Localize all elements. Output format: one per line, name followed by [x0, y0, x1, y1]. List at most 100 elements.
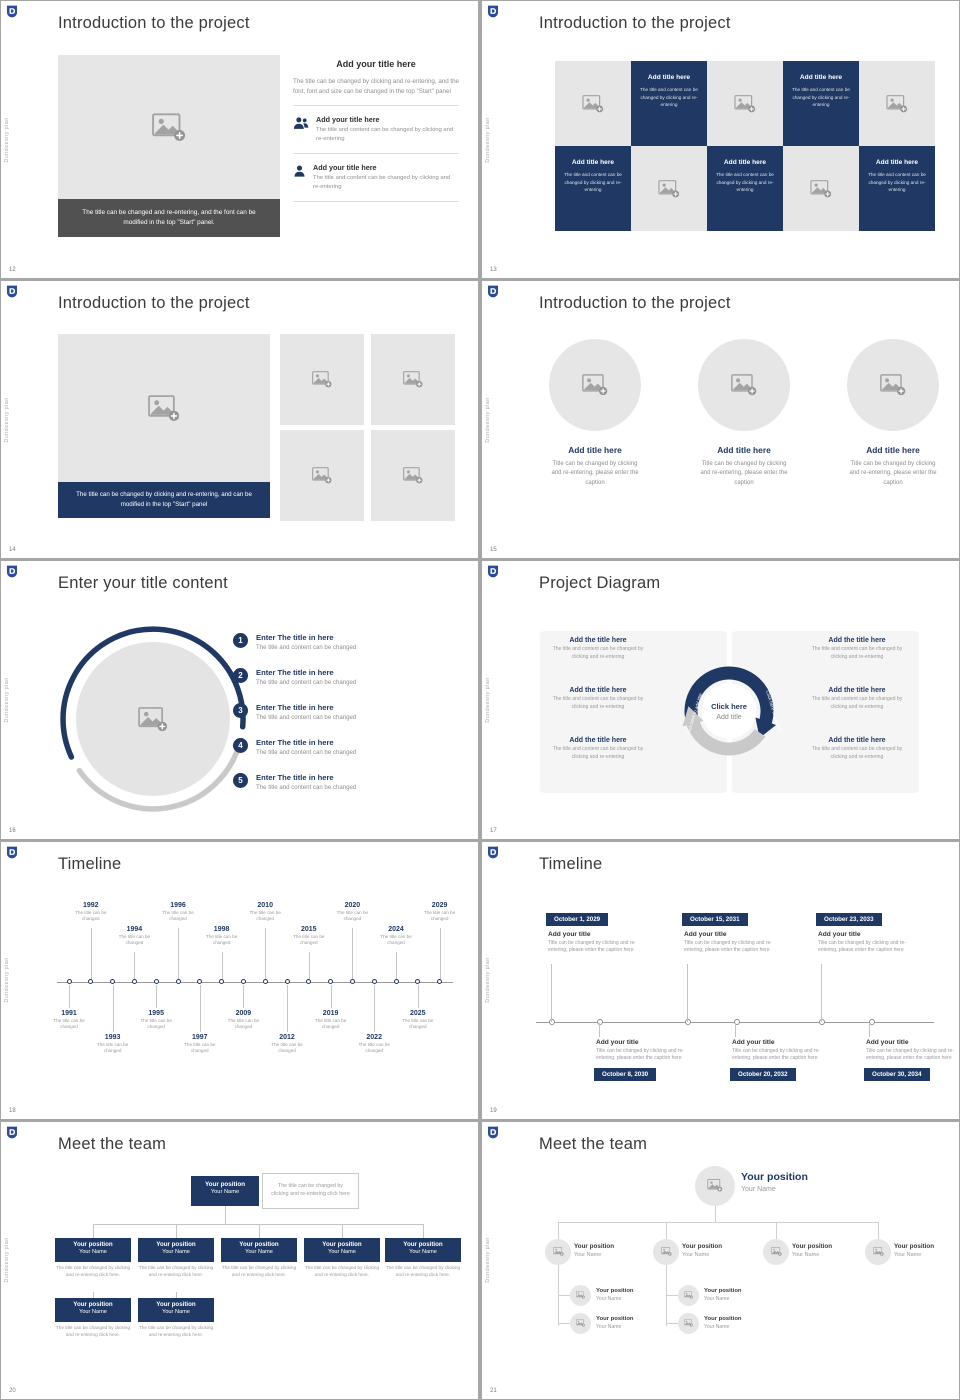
- image-placeholder-icon: [770, 1247, 782, 1256]
- diagram-item: Add the title here The title and content …: [807, 637, 907, 661]
- slide-20-thumbnail[interactable]: Dundeesny plan Meet the team Your positi…: [1, 1121, 478, 1399]
- column-title: Add title here: [568, 445, 622, 456]
- image-placeholder-icon: [660, 1247, 672, 1256]
- cell-body: The title and content can be changed by …: [716, 172, 774, 193]
- member-name: Your Name: [894, 1251, 922, 1258]
- event-title: Add your title: [732, 1038, 775, 1046]
- timeline-year: 1996: [170, 901, 186, 909]
- timeline-entry: 1991 The title can be changed: [47, 1010, 91, 1030]
- section-title: Add your title here: [336, 59, 416, 69]
- slide-title: Introduction to the project: [539, 294, 731, 313]
- slide-title: Meet the team: [58, 1134, 167, 1153]
- timeline-tick: [417, 984, 419, 1008]
- org-name: Your Name: [409, 1248, 437, 1255]
- org-position: Your position: [322, 1240, 362, 1248]
- cell-body: The title and content can be changed by …: [868, 172, 926, 193]
- diagram-item: Add the title here The title and content …: [807, 737, 907, 761]
- event-title: Add your title: [684, 930, 727, 938]
- timeline-entry: 1992 The title can be changed: [69, 902, 113, 922]
- org-member-caption: The title can be changed by clicking and…: [138, 1324, 214, 1337]
- member-position: Your position: [574, 1242, 615, 1250]
- cell-title: Add title here: [571, 159, 615, 166]
- slide-13-thumbnail[interactable]: Dundeesny plan Introduction to the proje…: [482, 1, 959, 279]
- timeline-node: [685, 1018, 691, 1025]
- image-placeholder: [678, 1312, 699, 1334]
- timeline-caption: The title can be changed: [96, 1041, 129, 1053]
- item-title: Enter The title in here: [256, 633, 334, 643]
- slide-17-thumbnail[interactable]: Dundeesny plan Project Diagram Add the t…: [482, 561, 959, 839]
- image-placeholder: [763, 1238, 789, 1265]
- slide-18-thumbnail[interactable]: Dundeesny plan Timeline 1991 The title ca…: [1, 841, 478, 1119]
- timeline-tick: [90, 927, 92, 979]
- brand-logo-icon: [6, 846, 18, 859]
- number-badge: 5: [233, 773, 248, 789]
- event-connector: [735, 1022, 736, 1037]
- image-placeholder-icon: [810, 179, 832, 198]
- slide-21-thumbnail[interactable]: Dundeesny plan Meet the team Your positi…: [482, 1121, 959, 1399]
- connector: [342, 1223, 343, 1238]
- connector: [558, 1294, 570, 1296]
- org-name: Your Name: [162, 1248, 190, 1255]
- feature-body: The title and content can be changed by …: [316, 127, 454, 143]
- page-number: 15: [490, 547, 497, 554]
- note-text: The title can be changed by clicking and…: [271, 1182, 350, 1197]
- connector: [93, 1223, 423, 1225]
- timeline-year: 1992: [83, 901, 99, 909]
- slide-16-thumbnail[interactable]: Dundeesny plan Enter your title content …: [1, 561, 478, 839]
- item-body: The title and content can be changed: [256, 644, 357, 652]
- org-member-caption: The title can be changed by clicking and…: [138, 1264, 214, 1277]
- timeline-caption: The title can be changed: [249, 909, 281, 921]
- image-placeholder: [570, 1312, 591, 1334]
- brand-logo-icon: [487, 846, 499, 859]
- timeline-node: [197, 979, 203, 985]
- org-member-box: Your position Your Name: [221, 1237, 297, 1262]
- image-placeholder: [570, 1284, 591, 1306]
- timeline-node: [262, 979, 268, 985]
- slide-title: Timeline: [58, 854, 122, 873]
- number-badge: 1: [233, 633, 248, 649]
- slide-12-thumbnail[interactable]: Dundeesny plan Introduction to the proje…: [1, 1, 478, 279]
- page-number: 19: [490, 1107, 497, 1114]
- org-member-box: Your position Your Name: [385, 1237, 461, 1262]
- timeline-entry: 2010 The title can be changed: [243, 902, 287, 922]
- feature-text: Add your title here The title and content…: [313, 163, 459, 192]
- timeline-entry: 2022 The title can be changed: [352, 1034, 396, 1054]
- timeline-caption: The title can be changed: [271, 1041, 303, 1053]
- diagram-item: Add the title here The title and content …: [548, 737, 648, 761]
- timeline-tick: [221, 951, 223, 979]
- timeline-caption: The title can be changed: [358, 1041, 390, 1053]
- page-number: 18: [9, 1107, 16, 1114]
- timeline-year: 2015: [301, 925, 317, 933]
- add-title-cell: Add title here The title and content can …: [707, 146, 783, 231]
- timeline-year: 2022: [366, 1033, 382, 1041]
- member-name: Your Name: [682, 1251, 710, 1258]
- timeline-entry: 1995 The title can be changed: [134, 1010, 178, 1030]
- timeline-year: 2020: [344, 901, 361, 909]
- slide-content: Add the title here The title and content …: [482, 561, 959, 838]
- slide-content: The title can be changed and re-entering…: [1, 1, 478, 278]
- slide-14-thumbnail[interactable]: Dundeesny plan Introduction to the proje…: [1, 281, 478, 559]
- timeline-entry: 2012 The title can be changed: [265, 1034, 309, 1054]
- item-title: Enter The title in here: [256, 668, 334, 678]
- timeline-event: Add your title Title can be changed by cl…: [594, 1039, 712, 1081]
- timeline-caption: The title can be changed: [75, 909, 107, 921]
- item-title: Enter The title in here: [256, 773, 334, 783]
- timeline-entry: 2015 The title can be changed: [287, 926, 331, 946]
- event-connector: [821, 963, 822, 1022]
- cell-body: The title and content can be changed by …: [564, 172, 622, 193]
- column-body: Title can be changed by clicking and re-…: [551, 461, 639, 486]
- slide-15-thumbnail[interactable]: Dundeesny plan Introduction to the proje…: [482, 281, 959, 559]
- timeline-tick: [199, 984, 201, 1032]
- image-placeholder-icon: [734, 94, 756, 113]
- image-placeholder: [371, 430, 455, 522]
- event-connector: [551, 963, 552, 1022]
- timeline-node: [284, 979, 290, 985]
- image-placeholder: [678, 1284, 699, 1306]
- numbered-text: Enter The title in here The title and con…: [256, 633, 453, 651]
- numbered-item: 3 Enter The title in here The title and co…: [233, 703, 453, 721]
- org-member-caption: The title can be changed by clicking and…: [221, 1264, 297, 1277]
- slide-19-thumbnail[interactable]: Dundeesny plan Timeline October 1, 2029 A…: [482, 841, 959, 1119]
- timeline-caption: The title can be changed: [205, 933, 238, 945]
- timeline-caption: The title can be changed: [402, 1017, 434, 1029]
- item-title: Add the title here: [569, 687, 627, 695]
